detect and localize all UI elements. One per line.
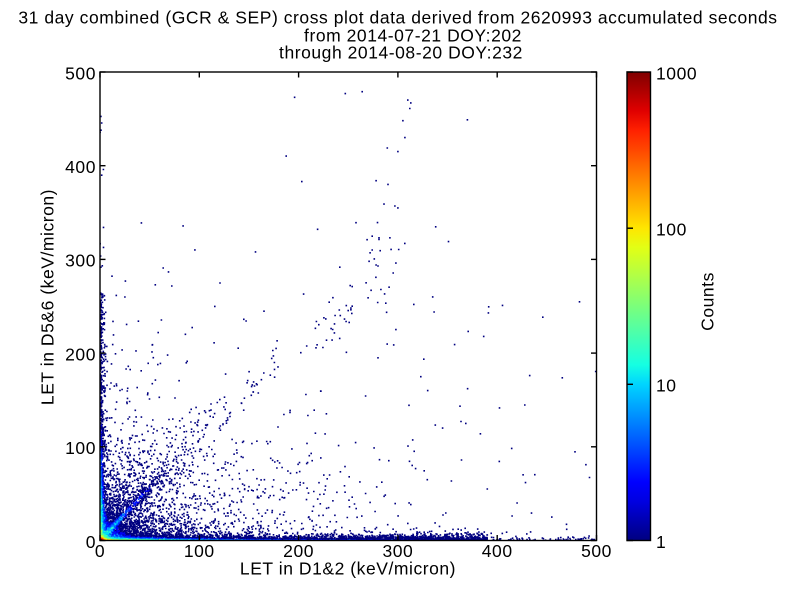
svg-text:400: 400 [482, 541, 513, 561]
svg-text:200: 200 [283, 541, 314, 561]
svg-text:0: 0 [86, 532, 96, 552]
svg-text:100: 100 [184, 541, 215, 561]
svg-text:LET in D1&2 (keV/micron): LET in D1&2 (keV/micron) [240, 558, 456, 578]
svg-text:200: 200 [65, 344, 96, 364]
svg-text:100: 100 [65, 438, 96, 458]
svg-text:1000: 1000 [656, 63, 697, 83]
svg-text:LET in D5&6 (keV/micron): LET in D5&6 (keV/micron) [38, 189, 58, 405]
svg-text:0: 0 [95, 541, 105, 561]
svg-text:from 2014-07-21 DOY:202: from 2014-07-21 DOY:202 [304, 26, 522, 46]
svg-text:10: 10 [656, 376, 677, 396]
svg-text:500: 500 [65, 63, 96, 83]
svg-text:Counts: Counts [698, 272, 718, 331]
svg-text:through 2014-08-20 DOY:232: through 2014-08-20 DOY:232 [279, 43, 523, 63]
svg-text:300: 300 [382, 541, 413, 561]
svg-text:100: 100 [656, 220, 687, 240]
svg-text:300: 300 [65, 251, 96, 271]
svg-text:1: 1 [656, 532, 666, 552]
svg-text:400: 400 [65, 157, 96, 177]
svg-text:500: 500 [581, 541, 612, 561]
svg-text:31 day combined (GCR & SEP) cr: 31 day combined (GCR & SEP) cross plot d… [18, 8, 777, 28]
